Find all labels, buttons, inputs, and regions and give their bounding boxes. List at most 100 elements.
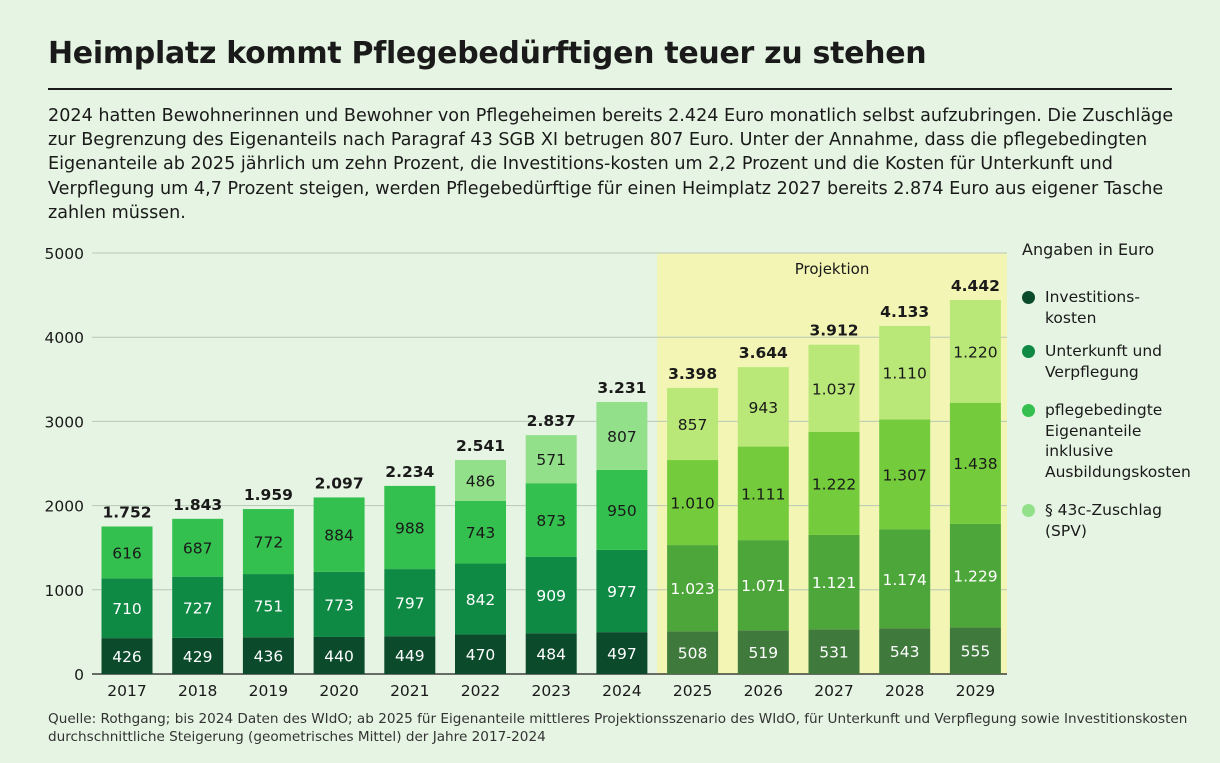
segment-label: 519	[749, 644, 779, 662]
bar-segment	[737, 367, 789, 447]
total-label: 3.231	[597, 379, 646, 397]
bar-segment	[737, 540, 789, 631]
bar-segment	[313, 636, 365, 674]
title-divider	[48, 88, 1172, 90]
bar-segment	[949, 627, 1001, 674]
segment-label: 555	[961, 643, 991, 661]
y-tick-label: 5000	[45, 245, 84, 263]
bar-segment	[525, 435, 577, 484]
segment-label: 1.438	[953, 455, 997, 473]
legend-swatch	[1022, 291, 1035, 304]
segment-label: 909	[536, 587, 566, 605]
bar-segment	[596, 549, 648, 633]
segment-label: 772	[254, 534, 284, 552]
bar-segment	[525, 633, 577, 674]
segment-label: 426	[112, 648, 142, 666]
segment-label: 497	[607, 645, 637, 663]
bar-segment	[949, 402, 1001, 524]
segment-label: 436	[254, 648, 284, 666]
segment-label: 751	[254, 598, 284, 616]
projection-label: Projektion	[795, 260, 870, 278]
bar-segment	[949, 523, 1001, 628]
segment-label: 842	[466, 591, 496, 609]
total-label: 4.133	[880, 303, 929, 321]
segment-label: 977	[607, 583, 637, 601]
bar-segment	[242, 637, 294, 674]
chart-title: Heimplatz kommt Pflegebedürftigen teuer …	[48, 36, 927, 71]
bar-segment	[879, 628, 931, 674]
y-tick-label: 4000	[45, 329, 84, 347]
segment-label: 1.121	[812, 574, 856, 592]
bar-segment	[455, 460, 506, 501]
bar-segment	[596, 632, 648, 674]
bar-segment	[737, 446, 789, 541]
total-label: 2.837	[527, 412, 576, 430]
x-tick-label: 2027	[814, 682, 853, 700]
total-label: 2.234	[385, 463, 434, 481]
x-tick-label: 2021	[390, 682, 429, 700]
legend-swatch	[1022, 504, 1035, 517]
segment-label: 1.071	[741, 577, 785, 595]
segment-label: 1.174	[883, 571, 927, 589]
x-tick-label: 2017	[107, 682, 146, 700]
segment-label: 773	[324, 596, 354, 614]
segment-label: 1.110	[883, 365, 927, 383]
segment-label: 710	[112, 600, 142, 618]
legend-title: Angaben in Euro	[1022, 240, 1155, 259]
segment-label: 943	[749, 399, 779, 417]
x-tick-label: 2023	[531, 682, 570, 700]
bar-segment	[172, 518, 224, 577]
total-label: 4.442	[951, 277, 1000, 295]
y-tick-label: 0	[74, 666, 84, 684]
x-tick-label: 2019	[249, 682, 288, 700]
segment-label: 1.229	[953, 568, 997, 586]
total-label: 1.959	[244, 486, 293, 504]
bar-segment	[808, 432, 860, 535]
segment-label: 449	[395, 647, 425, 665]
legend-label: pflegebedingte Eigenanteile inklusive Au…	[1045, 401, 1191, 481]
bar-segment	[455, 634, 506, 674]
total-label: 2.541	[456, 437, 505, 455]
bar-segment	[808, 344, 860, 433]
segment-label: 988	[395, 519, 425, 537]
segment-label: 470	[466, 646, 496, 664]
y-tick-label: 2000	[45, 498, 84, 516]
bar-segment	[667, 631, 719, 674]
segment-label: 1.220	[953, 343, 997, 361]
legend-item-pflegebedingt: pflegebedingte Eigenanteile inklusive Au…	[1022, 400, 1191, 482]
total-label: 3.644	[739, 344, 788, 362]
bar-segment	[808, 534, 860, 630]
segment-label: 440	[324, 647, 354, 665]
segment-label: 950	[607, 502, 637, 520]
segment-label: 484	[536, 646, 566, 664]
legend-label: Unterkunft und Verpflegung	[1045, 342, 1162, 381]
x-tick-label: 2020	[319, 682, 358, 700]
bar-segment	[455, 563, 506, 635]
segment-label: 429	[183, 648, 213, 666]
bar-segment	[667, 545, 719, 632]
bar-segment	[455, 500, 506, 564]
legend-item-investitionskosten: Investitions-kosten	[1022, 287, 1185, 328]
bar-segment	[525, 483, 577, 557]
segment-label: 807	[607, 428, 637, 446]
total-label: 1.752	[102, 503, 151, 521]
segment-label: 1.010	[670, 495, 714, 513]
bar-segment	[949, 299, 1001, 403]
bar-segment	[384, 485, 436, 570]
total-label: 3.912	[809, 322, 858, 340]
bar-segment	[667, 387, 719, 461]
total-label: 2.097	[315, 474, 364, 492]
legend-swatch	[1022, 345, 1035, 358]
segment-label: 857	[678, 416, 708, 434]
legend-label: Investitions-kosten	[1045, 288, 1140, 327]
bar-segment	[596, 469, 648, 550]
legend-item-zuschlag: § 43c-Zuschlag (SPV)	[1022, 500, 1185, 541]
segment-label: 1.111	[741, 485, 785, 503]
segment-label: 727	[183, 599, 213, 617]
bar-segment	[242, 509, 294, 575]
segment-label: 873	[536, 512, 566, 530]
bar-segment	[596, 401, 648, 470]
bar-segment	[808, 629, 860, 674]
legend-swatch	[1022, 404, 1035, 417]
segment-label: 1.222	[812, 475, 856, 493]
